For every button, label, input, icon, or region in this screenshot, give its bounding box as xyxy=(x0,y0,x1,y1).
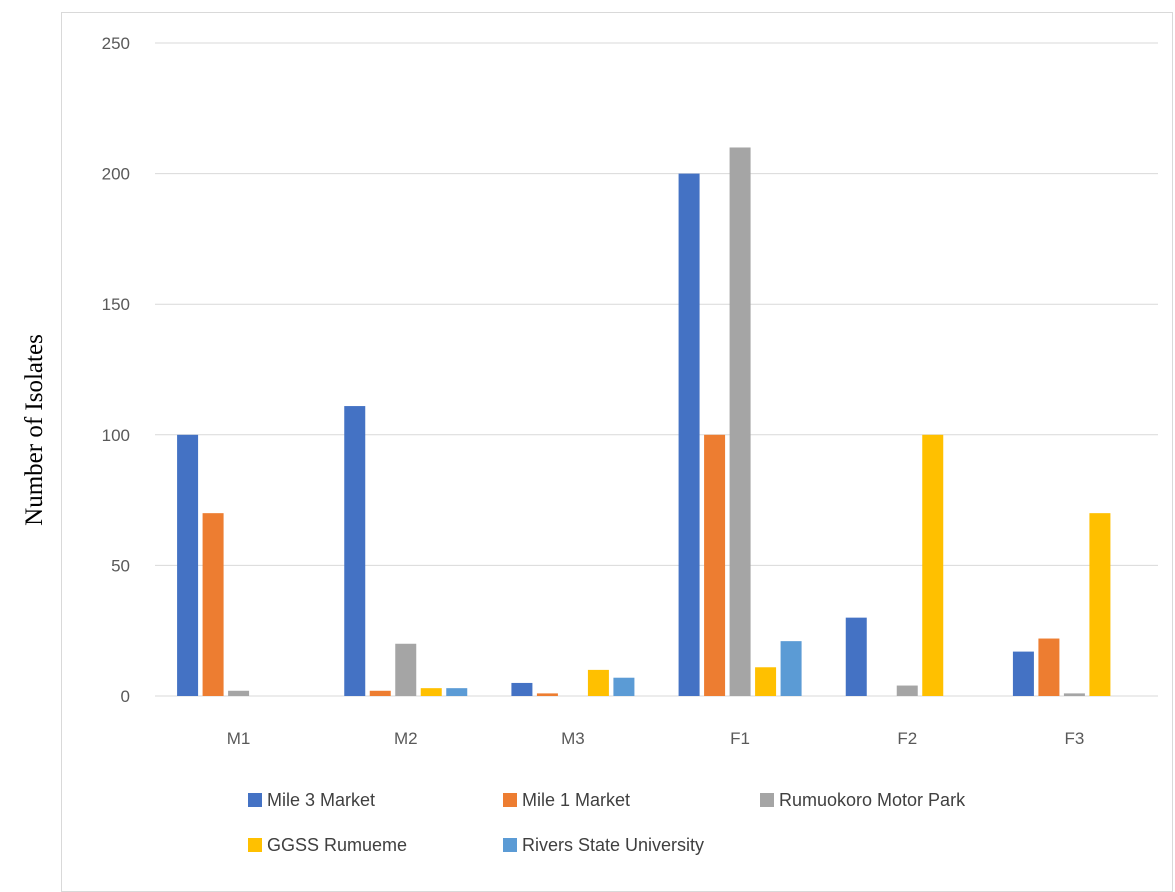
bar-F1-0 xyxy=(678,173,700,697)
legend-label-1: Mile 1 Market xyxy=(522,790,630,810)
bar-F2-2 xyxy=(896,685,918,696)
y-tick-label: 0 xyxy=(121,687,130,706)
legend-swatch-3 xyxy=(248,838,262,852)
x-tick-label: F3 xyxy=(1064,729,1084,748)
bar-F1-4 xyxy=(780,641,802,696)
bar-M1-2 xyxy=(228,690,250,696)
bar-M2-3 xyxy=(420,688,442,696)
bar-M3-3 xyxy=(587,669,609,696)
x-tick-label: M2 xyxy=(394,729,418,748)
bar-F3-1 xyxy=(1038,638,1060,696)
bar-F1-1 xyxy=(704,434,726,696)
legend-swatch-0 xyxy=(248,793,262,807)
bar-M3-0 xyxy=(511,682,533,696)
bar-M2-1 xyxy=(369,690,391,696)
y-tick-label: 100 xyxy=(102,426,130,445)
bar-M2-4 xyxy=(446,688,468,696)
x-tick-label: M1 xyxy=(227,729,251,748)
bar-M1-1 xyxy=(202,513,224,696)
bar-chart: 0 50 100 150 200 250 M1 M2 M3 F1 F2 F3 Mile 3 Mark… xyxy=(102,34,1158,855)
bar-F3-2 xyxy=(1063,693,1085,696)
x-tick-label: M3 xyxy=(561,729,585,748)
legend-label-3: GGSS Rumueme xyxy=(267,835,407,855)
chart-frame xyxy=(61,12,1173,892)
bar-F1-2 xyxy=(729,147,751,697)
y-tick-label: 200 xyxy=(102,165,130,184)
bars xyxy=(177,147,1111,697)
bar-M1-0 xyxy=(177,434,199,696)
legend-swatch-2 xyxy=(760,793,774,807)
bar-F2-0 xyxy=(845,617,867,696)
legend-swatch-1 xyxy=(503,793,517,807)
bar-F1-3 xyxy=(755,667,777,696)
bar-F2-3 xyxy=(922,434,944,696)
y-tick-label: 50 xyxy=(111,556,130,575)
legend-swatch-4 xyxy=(503,838,517,852)
bar-M3-4 xyxy=(613,677,635,696)
y-tick-label: 150 xyxy=(102,295,130,314)
y-tick-label: 250 xyxy=(102,34,130,53)
x-axis-ticks: M1 M2 M3 F1 F2 F3 xyxy=(227,729,1085,748)
x-tick-label: F2 xyxy=(897,729,917,748)
bar-M3-1 xyxy=(536,693,558,696)
legend-label-4: Rivers State University xyxy=(522,835,704,855)
x-tick-label: F1 xyxy=(730,729,750,748)
bar-F3-0 xyxy=(1012,651,1034,696)
gridlines xyxy=(155,42,1158,697)
y-axis-ticks: 0 50 100 150 200 250 xyxy=(102,34,130,706)
bar-F3-3 xyxy=(1089,513,1111,696)
legend-label-0: Mile 3 Market xyxy=(267,790,375,810)
bar-M2-0 xyxy=(344,406,366,696)
legend-label-2: Rumuokoro Motor Park xyxy=(779,790,966,810)
legend: Mile 3 Market Mile 1 Market Rumuokoro Moto… xyxy=(248,790,966,855)
bar-M2-2 xyxy=(395,643,417,696)
